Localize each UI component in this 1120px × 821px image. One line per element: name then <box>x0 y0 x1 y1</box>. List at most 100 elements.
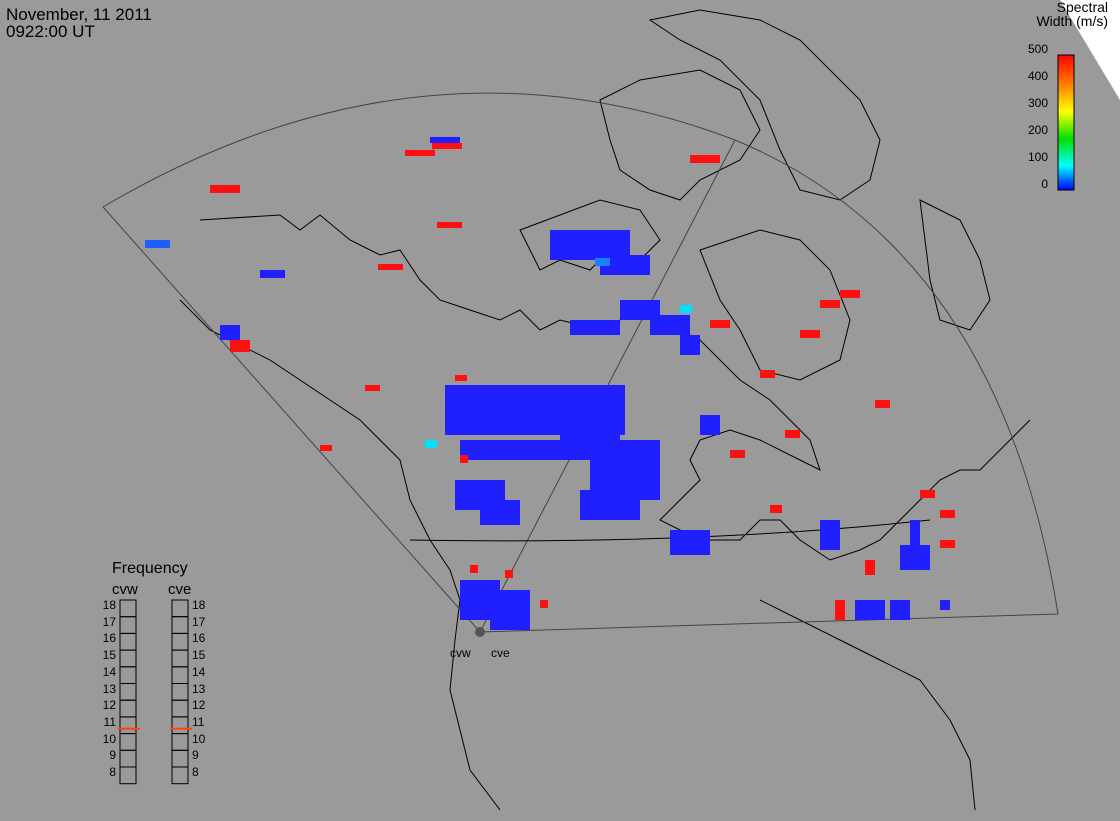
time-label: 0922:00 UT <box>6 22 95 41</box>
colorbar-title-line2: Width (m/s) <box>1036 13 1108 29</box>
frequency-tick-label: 14 <box>102 664 116 679</box>
frequency-bars <box>118 599 192 785</box>
frequency-tick-label: 16 <box>102 631 116 646</box>
echo-cell <box>650 315 690 335</box>
echo-cell <box>835 600 845 620</box>
frequency-cell <box>171 766 189 785</box>
frequency-tick-label: 11 <box>103 714 116 729</box>
echo-cell <box>365 385 380 391</box>
frequency-cell <box>119 649 137 668</box>
frequency-cell <box>119 616 137 634</box>
echo-cell <box>230 340 250 352</box>
frequency-cell <box>171 616 189 634</box>
echo-cell <box>820 300 840 308</box>
frequency-tick-label: 9 <box>192 748 199 763</box>
frequency-cell <box>171 666 189 685</box>
date-label: November, 11 2011 <box>6 5 152 24</box>
echo-cell <box>455 375 467 381</box>
frequency-tick-label: 13 <box>192 681 206 696</box>
echo-cell <box>540 600 548 608</box>
frequency-cell <box>119 716 137 735</box>
frequency-cell <box>119 683 137 701</box>
site-label-cvw: cvw <box>450 646 471 660</box>
frequency-tick-label: 8 <box>109 765 116 779</box>
frequency-cell <box>119 766 137 785</box>
frequency-tick-label: 17 <box>102 614 116 629</box>
colorbar-title: Spectral Width (m/s) <box>1036 0 1108 28</box>
echo-cell <box>770 505 782 513</box>
frequency-cell <box>119 749 137 768</box>
echo-cell <box>145 240 170 248</box>
echo-cell <box>470 565 478 573</box>
frequency-tick-label: 10 <box>192 731 206 746</box>
corner-triangle <box>1060 0 1120 100</box>
echo-cell <box>800 330 820 338</box>
echo-cell <box>220 325 240 340</box>
echo-cell <box>920 490 935 498</box>
frequency-tick-label: 16 <box>192 631 206 646</box>
echo-cell <box>760 370 775 378</box>
echo-cell <box>820 520 840 550</box>
echo-cell <box>430 137 460 143</box>
frequency-cell <box>119 666 137 685</box>
plot-title: November, 11 2011 0922:00 UT <box>6 6 152 40</box>
colorbar-tick-label: 400 <box>1027 69 1048 83</box>
frequency-tick-label: 17 <box>192 614 206 629</box>
echo-cell <box>580 490 640 520</box>
frequency-tick-label: 9 <box>109 748 116 763</box>
echo-cell <box>425 440 437 448</box>
echo-cell <box>437 222 462 228</box>
echo-cell <box>490 590 530 630</box>
frequency-cell <box>119 632 137 651</box>
echo-cell <box>710 320 730 328</box>
echo-cell <box>785 430 800 438</box>
frequency-cell <box>171 733 189 751</box>
colorbar-tick-label: 100 <box>1027 150 1048 164</box>
echo-cell <box>700 415 720 435</box>
frequency-tick-label: 8 <box>192 765 199 779</box>
echo-cell <box>890 600 910 620</box>
echo-cell <box>730 450 745 458</box>
echo-cell <box>840 290 860 298</box>
echo-cell <box>405 150 435 156</box>
frequency-tick-label: 18 <box>192 598 206 612</box>
frequency-tick-label: 12 <box>102 698 116 713</box>
colorbar-tick-label: 0 <box>1041 177 1048 191</box>
echo-cell <box>480 500 520 525</box>
frequency-cell <box>171 649 189 668</box>
echo-cells <box>145 137 955 630</box>
echo-cell <box>680 335 700 355</box>
frequency-cell <box>171 683 189 701</box>
frequency-title: Frequency <box>112 560 188 577</box>
echo-cell <box>600 255 650 275</box>
colorbar <box>1057 54 1075 191</box>
radar-name-cvw: cvw <box>112 581 138 598</box>
frequency-cell <box>119 699 137 718</box>
echo-cell <box>595 258 610 266</box>
echo-cell <box>690 155 720 163</box>
echo-cell <box>940 540 955 548</box>
frequency-tick-label: 10 <box>102 731 116 746</box>
colorbar-tick-label: 300 <box>1027 96 1048 110</box>
frequency-cell <box>119 599 137 618</box>
echo-cell <box>505 570 513 578</box>
frequency-cell <box>171 699 189 718</box>
frequency-tick-label: 15 <box>192 648 206 663</box>
echo-cell <box>432 143 462 149</box>
echo-cell <box>855 600 885 620</box>
site-label-cve: cve <box>491 646 510 660</box>
frequency-tick-label: 14 <box>192 664 206 679</box>
frequency-tick-label: 18 <box>102 598 116 612</box>
colorbar-tick-label: 500 <box>1027 42 1048 56</box>
radar-name-cve: cve <box>168 581 192 598</box>
echo-cell <box>875 400 890 408</box>
frequency-panel: Frequency cvw cve 18 18 17 17 16 16 15 15 14 14 13… <box>100 560 230 790</box>
echo-cell <box>260 270 285 278</box>
frequency-cell <box>171 599 189 618</box>
echo-cell <box>680 305 692 313</box>
frequency-tick-label: 11 <box>192 714 205 729</box>
echo-cell <box>210 185 240 193</box>
echo-cell <box>940 600 950 610</box>
echo-cell <box>320 445 332 451</box>
